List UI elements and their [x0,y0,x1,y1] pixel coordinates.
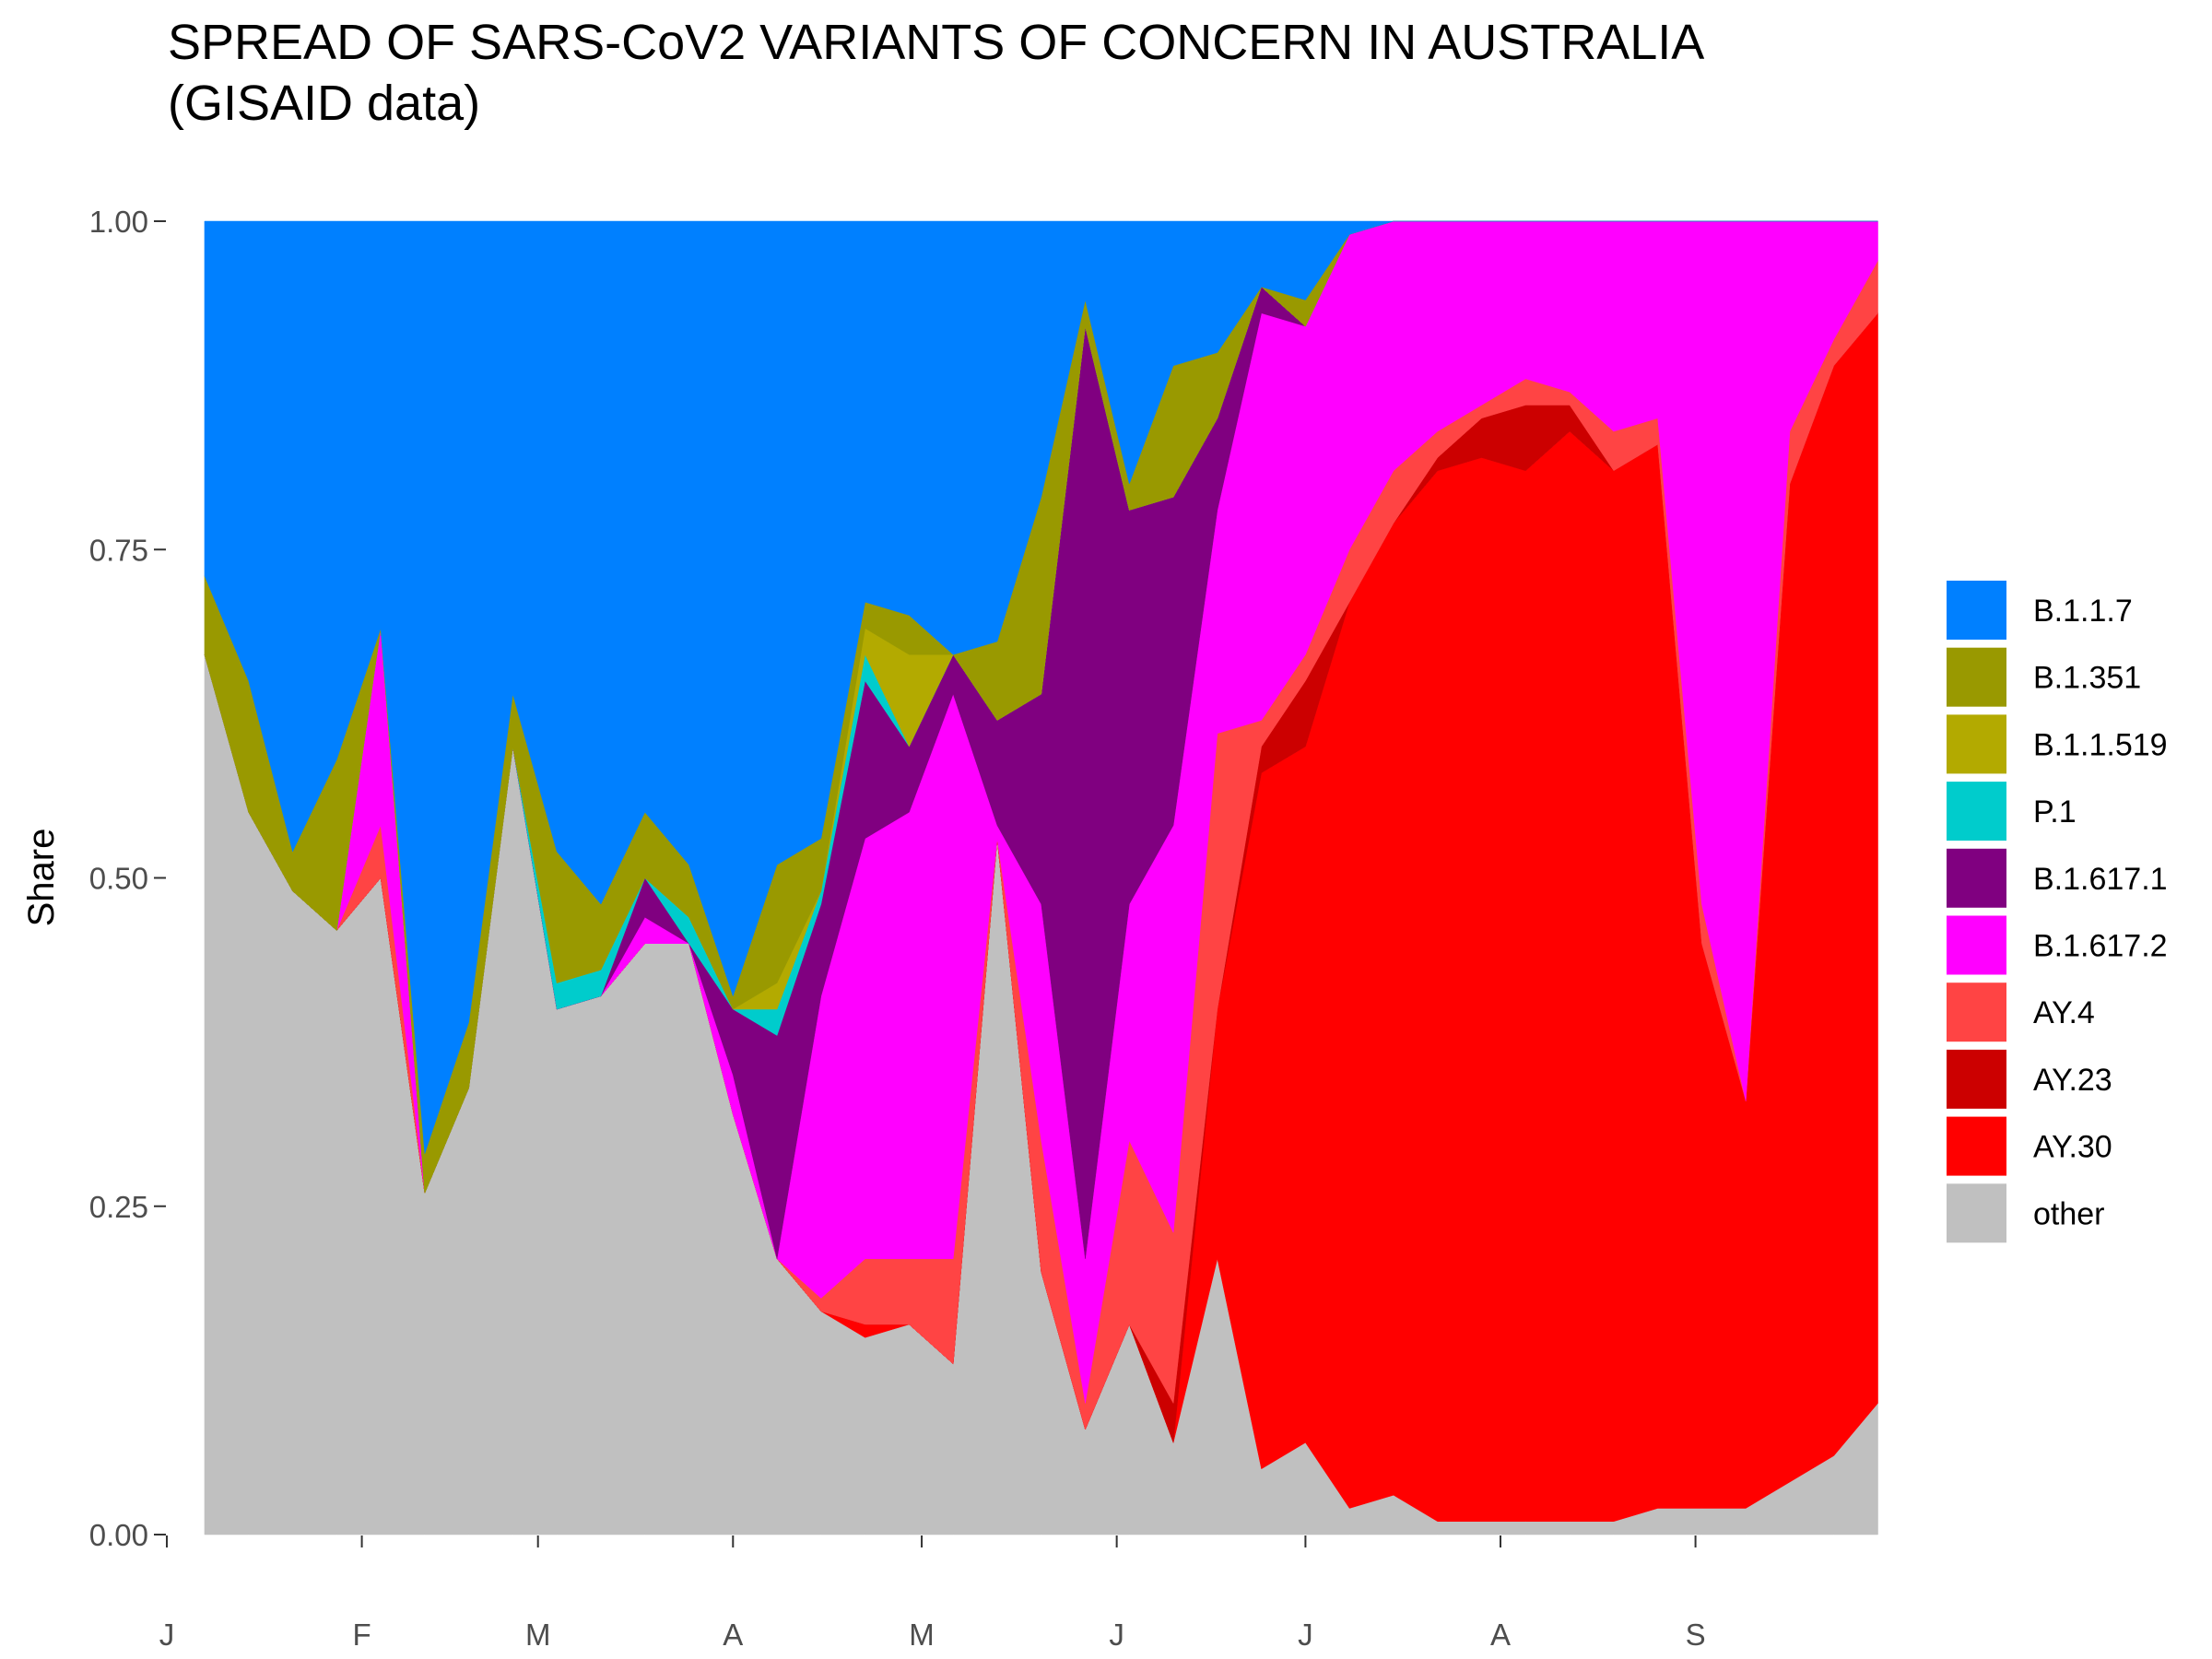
legend-key [1947,1049,2006,1109]
x-tick-label: J [1298,1618,1313,1652]
x-tick-label: S [1686,1618,1706,1652]
legend-key [1947,782,2006,841]
legend-key [1947,915,2006,975]
y-tick-label: 0.75 [89,533,148,567]
legend-key [1947,1183,2006,1243]
legend-label: B.1.617.2 [2033,929,2168,964]
chart-title: (GISAID data) [168,76,480,131]
x-tick-label: M [525,1618,551,1652]
legend-key [1947,982,2006,1042]
legend-key [1947,848,2006,908]
legend-label: B.1.617.1 [2033,862,2168,897]
legend-label: B.1.351 [2033,661,2141,696]
legend-key [1947,1116,2006,1176]
legend-key [1947,581,2006,640]
x-tick-label: J [1109,1618,1124,1652]
x-tick-label: A [723,1618,743,1652]
legend-label: B.1.1.7 [2033,594,2133,629]
x-tick-label: F [353,1618,371,1652]
y-tick-label: 0.00 [89,1518,148,1552]
legend-label: B.1.1.519 [2033,727,2168,762]
x-tick-label: J [159,1618,175,1652]
y-tick-label: 0.25 [89,1190,148,1224]
legend-label: other [2033,1196,2105,1231]
chart-title: SPREAD OF SARS-CoV2 VARIANTS OF CONCERN … [168,15,1704,70]
legend-label: AY.30 [2033,1130,2112,1165]
y-tick-label: 0.50 [89,862,148,896]
y-tick-label: 1.00 [89,205,148,239]
legend-label: AY.23 [2033,1063,2112,1098]
x-tick-label: A [1490,1618,1511,1652]
legend-key [1947,714,2006,774]
area [204,220,1878,1154]
legend-key [1947,647,2006,707]
x-tick-label: M [909,1618,935,1652]
y-axis-label: Share [21,829,62,927]
legend-label: AY.4 [2033,995,2095,1030]
legend-label: P.1 [2033,794,2077,830]
